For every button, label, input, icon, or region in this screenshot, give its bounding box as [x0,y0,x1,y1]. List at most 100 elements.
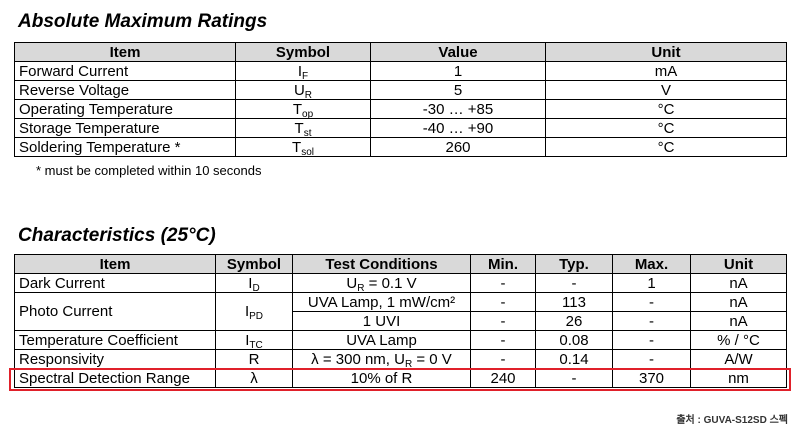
unit-cell: A/W [690,349,787,369]
header-cell: Symbol [235,42,371,62]
header-cell: Unit [545,42,787,62]
unit-cell: °C [545,99,787,119]
unit-cell: nA [690,273,787,293]
condition-cell: UR = 0.1 V [292,273,471,294]
header-cell: Max. [612,254,691,274]
condition-cell: λ = 300 nm, UR = 0 V [292,349,471,370]
value-cell: 5 [370,80,546,100]
footnote: * must be completed within 10 seconds [36,163,262,178]
text-part: I [244,303,250,320]
condition-cell: UVA Lamp, 1 mW/cm² [292,292,471,312]
max-cell: - [612,311,691,331]
item-cell: Temperature Coefficient [14,330,216,350]
unit-cell: % / °C [690,330,787,350]
item-cell: Operating Temperature [14,99,236,119]
condition-cell: 10% of R [292,368,471,388]
text-part: R [404,358,413,370]
text-part: st [303,127,312,139]
text-part: R [357,282,365,294]
symbol-cell: R [215,349,293,369]
text-part: T [292,138,302,156]
unit-cell: nm [690,368,787,388]
item-cell: Photo Current [14,292,216,331]
text-part: = 0.1 V [364,274,417,292]
symbol-cell: Top [235,99,371,120]
min-cell: - [470,273,536,293]
unit-cell: nA [690,311,787,331]
text-part: λ [250,369,258,387]
unit-cell: mA [545,61,787,81]
text-part: = 0 V [412,350,452,368]
text-part: R [304,89,313,101]
text-part: PD [249,311,264,322]
symbol-cell: ID [215,273,293,294]
text-part: 1 UVI [362,312,401,330]
typ-cell: - [535,273,613,293]
text-part: U [346,274,358,292]
value-cell: -40 … +90 [370,118,546,138]
symbol-cell: ITC [215,330,293,351]
typ-cell: 26 [535,311,613,331]
item-cell: Forward Current [14,61,236,81]
text-part: λ = 300 nm, U [311,350,405,368]
condition-cell: 1 UVI [292,311,471,331]
text-part: T [292,100,303,118]
symbol-cell: IPD [215,292,293,331]
typ-cell: 113 [535,292,613,312]
value-cell: 1 [370,61,546,81]
table-row: Dark Current ID UR = 0.1 V - -1 nA [14,273,787,294]
header-cell: Test Conditions [292,254,471,274]
table-row: Soldering Temperature * Tsol 260 °C [14,137,787,158]
max-cell: - [612,349,691,369]
typ-cell: 0.08 [535,330,613,350]
text-part: sol [301,146,314,158]
symbol-cell: UR [235,80,371,101]
text-part: TC [249,339,263,351]
header-cell: Symbol [215,254,293,274]
table-row: Spectral Detection Range λ 10% of R 240-370… [14,368,787,388]
section-title: Characteristics (25°C) [18,225,216,246]
header-cell: Min. [470,254,536,274]
item-cell: Dark Current [14,273,216,293]
item-cell: Storage Temperature [14,118,236,138]
text-part: I [245,331,250,349]
value-cell: 260 [370,137,546,157]
typ-cell: 0.14 [535,349,613,369]
min-cell: - [470,292,536,312]
text-part: F [302,70,309,82]
header-cell: Item [14,254,216,274]
table-row: Storage Temperature Tst -40 … +90 °C [14,118,787,139]
table-row: 1 UVI -26- nA [15,311,787,331]
text-part: op [302,108,314,120]
value-cell: -30 … +85 [370,99,546,119]
unit-cell: °C [545,137,787,157]
unit-cell: nA [690,292,787,312]
item-cell: Responsivity [14,349,216,369]
unit-cell: V [545,80,787,100]
text-part: D [252,282,260,294]
text-part: I [248,274,253,292]
header-row: Item Symbol Test Conditions Min. Typ. Max. Uni… [14,254,787,274]
highlight-box [9,368,791,391]
header-cell: Value [370,42,546,62]
unit-cell: °C [545,118,787,138]
symbol-cell: IF [235,61,371,82]
table-row: Reverse Voltage UR 5 V [14,80,787,101]
table-row: Photo Current IPD UVA Lamp, 1 mW/cm² -113- n… [14,292,787,331]
min-cell: - [470,311,536,331]
text-part: R [248,350,260,368]
header-cell: Unit [690,254,787,274]
condition-cell: UVA Lamp [292,330,471,350]
max-cell: - [612,330,691,350]
item-cell: Reverse Voltage [14,80,236,100]
text-part: T [294,119,304,137]
max-cell: 1 [612,273,691,293]
min-cell: - [470,349,536,369]
text-part: UVA Lamp, 1 mW/cm² [307,293,456,311]
table-row: Forward Current IF 1 mA [14,61,787,82]
text-part: I [297,62,303,80]
symbol-cell: Tsol [235,137,371,158]
text-part: UVA Lamp [346,331,417,349]
